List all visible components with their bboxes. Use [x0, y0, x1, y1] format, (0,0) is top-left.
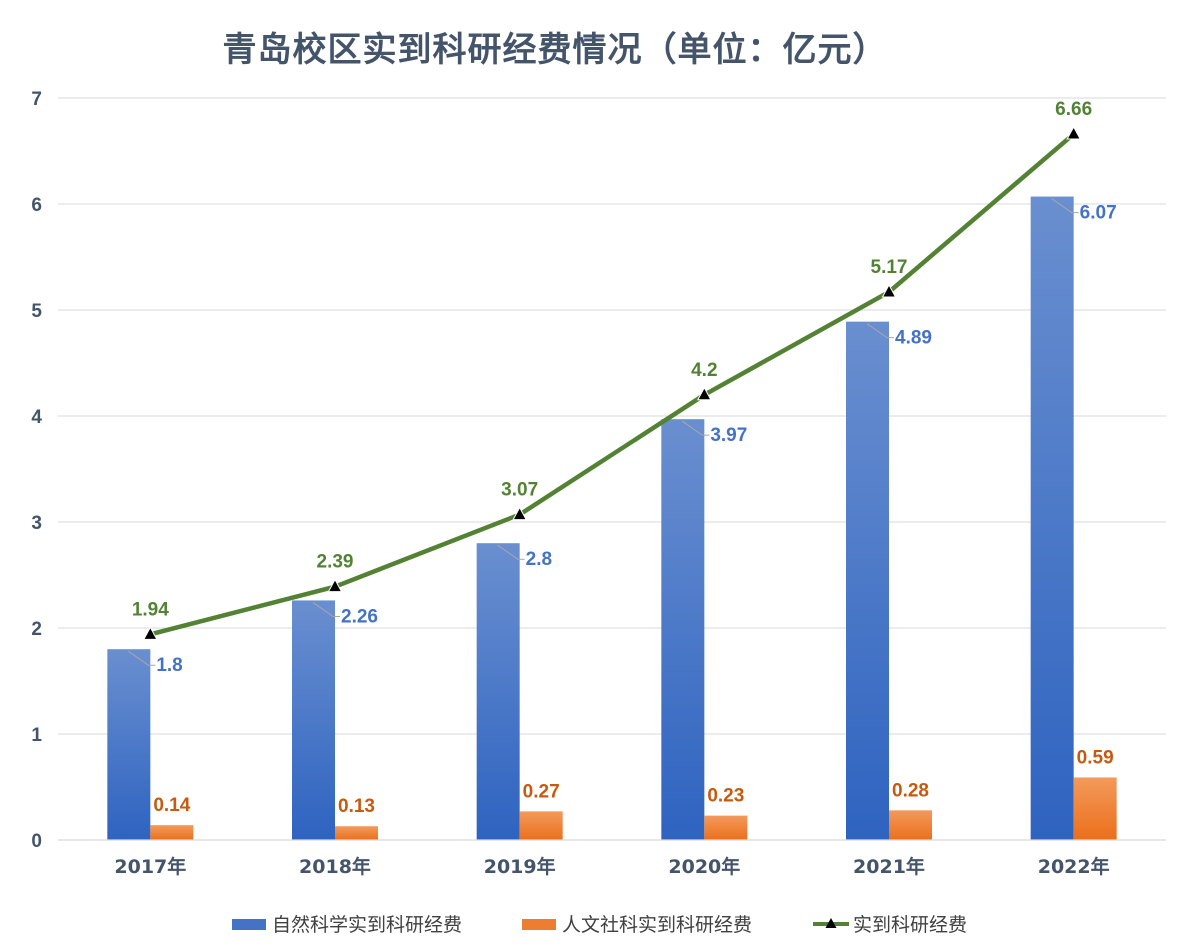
- data-label-natural-science: 2.26: [341, 606, 378, 627]
- data-label-social-science: 0.59: [1077, 747, 1114, 768]
- leader-line: [497, 544, 525, 560]
- y-tick-label: 1: [31, 725, 42, 746]
- legend-label: 自然科学实到科研经费: [272, 914, 462, 936]
- line-marker-triangle: [881, 283, 897, 298]
- y-tick-label: 3: [31, 513, 42, 534]
- legend-label: 人文社科实到科研经费: [562, 914, 752, 936]
- data-label-total-funding: 5.17: [871, 257, 908, 278]
- data-label-total-funding: 3.07: [501, 480, 538, 501]
- x-tick-label: 2017年: [114, 855, 186, 878]
- line-marker-triangle: [142, 626, 158, 640]
- data-label-natural-science: 2.8: [526, 549, 552, 570]
- x-tick-label: 2022年: [1038, 855, 1110, 878]
- y-tick-label: 7: [31, 89, 42, 110]
- data-label-natural-science: 1.8: [156, 655, 182, 676]
- leader-line: [682, 420, 710, 436]
- bar-natural-science: [107, 649, 151, 840]
- y-tick-label: 2: [31, 619, 42, 640]
- data-label-social-science: 0.13: [338, 796, 375, 817]
- data-label-social-science: 0.27: [523, 781, 560, 802]
- line-total-funding: [149, 132, 1076, 637]
- line-marker-triangle: [327, 578, 343, 593]
- data-label-natural-science: 4.89: [895, 328, 932, 349]
- data-label-total-funding: 1.94: [132, 599, 169, 620]
- leader-line: [866, 323, 894, 339]
- leader-line: [312, 602, 340, 617]
- data-label-social-science: 0.28: [892, 780, 929, 801]
- y-tick-label: 5: [31, 301, 42, 322]
- data-label-total-funding: 6.66: [1055, 99, 1092, 120]
- y-tick-label: 0: [31, 831, 42, 852]
- data-label-natural-science: 3.97: [710, 425, 747, 446]
- bar-social-science: [1073, 777, 1117, 840]
- bar-social-science: [519, 811, 563, 840]
- bar-social-science: [150, 825, 194, 840]
- bar-social-science: [889, 810, 932, 840]
- leader-line: [128, 650, 156, 666]
- bar-natural-science: [661, 419, 705, 840]
- data-label-social-science: 0.14: [153, 795, 190, 816]
- legend-swatch: [522, 919, 556, 930]
- line-marker-triangle: [1066, 125, 1082, 140]
- legend-swatch: [232, 919, 266, 930]
- y-tick-label: 4: [31, 407, 42, 428]
- x-tick-label: 2020年: [668, 855, 740, 878]
- y-tick-label: 6: [31, 195, 42, 216]
- bar-natural-science: [476, 543, 520, 840]
- data-label-total-funding: 2.39: [317, 552, 354, 573]
- bar-social-science: [704, 815, 748, 840]
- bar-natural-science: [846, 321, 889, 840]
- data-label-social-science: 0.23: [707, 786, 744, 807]
- line-marker-triangle: [512, 506, 528, 521]
- x-tick-label: 2019年: [484, 855, 556, 878]
- line-marker-triangle: [696, 386, 712, 401]
- chart-title: 青岛校区实到科研经费情况（单位：亿元）: [222, 30, 888, 70]
- legend-label: 实到科研经费: [853, 914, 967, 936]
- x-tick-label: 2018年: [299, 855, 371, 878]
- bar-natural-science: [1030, 196, 1074, 840]
- x-tick-label: 2021年: [853, 855, 925, 878]
- bar-natural-science: [292, 600, 335, 840]
- data-label-natural-science: 6.07: [1080, 203, 1117, 224]
- data-label-total-funding: 4.2: [691, 360, 717, 381]
- leader-line: [1051, 198, 1079, 214]
- bar-social-science: [335, 826, 378, 840]
- legend-marker-triangle: [825, 918, 837, 928]
